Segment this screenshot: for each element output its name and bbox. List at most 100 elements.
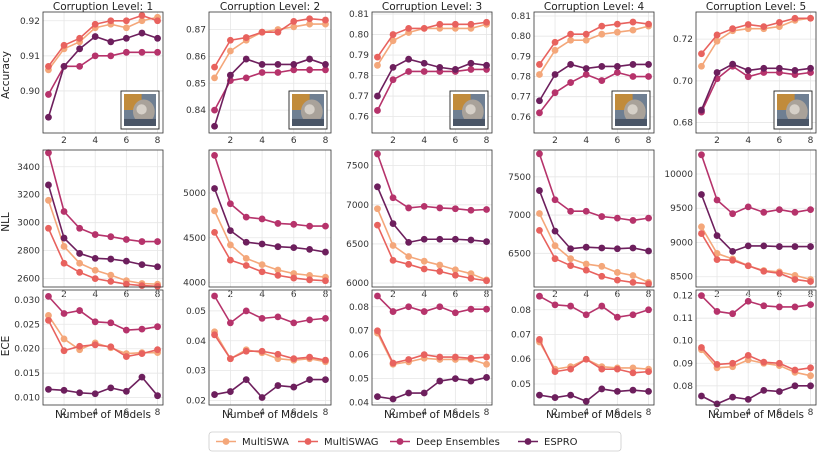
data-point-multiswag: [274, 28, 282, 36]
y-tick-label: 0.78: [349, 72, 369, 82]
data-point-espro: [729, 60, 737, 68]
y-tick-label: 0.70: [673, 77, 693, 87]
y-tick-label: 0.015: [14, 369, 40, 379]
series-espro-r3c1: [45, 373, 161, 400]
data-point-deep-ensembles: [258, 314, 266, 322]
data-point-espro: [322, 61, 329, 68]
data-point-espro: [713, 400, 721, 408]
subplot-grid: 0.900.910.922 4 6 80.840.850.860.872 4 6 80.76…: [14, 10, 817, 418]
data-point-deep-ensembles: [91, 52, 99, 60]
data-point-multiswag: [420, 25, 428, 32]
data-point-multiswag: [322, 16, 329, 24]
data-point-multiswa: [420, 257, 428, 265]
y-tick-label: 7500: [346, 162, 369, 172]
data-point-multiswag: [389, 31, 397, 38]
x-tick-label: 4: [583, 136, 589, 146]
data-point-multiswa: [389, 242, 397, 249]
x-tick-label: 6: [615, 136, 621, 146]
data-point-multiswa: [290, 23, 298, 31]
data-point-deep-ensembles: [138, 238, 146, 245]
axes-frame: [695, 289, 817, 406]
data-point-espro: [645, 387, 652, 395]
series-deep-ensembles-r3c2: [211, 292, 329, 327]
x-tick-label: 2: [390, 136, 396, 146]
y-tick-label: 0.77: [349, 92, 369, 102]
data-point-deep-ensembles: [436, 303, 444, 311]
y-tick-label: 4500: [183, 234, 206, 244]
data-point-espro: [138, 29, 146, 37]
data-point-espro: [744, 395, 752, 403]
data-point-espro: [290, 383, 298, 391]
data-point-multiswag: [211, 331, 218, 339]
data-point-espro: [775, 243, 783, 250]
data-point-espro: [258, 240, 266, 248]
data-point-espro: [582, 243, 590, 251]
data-point-espro: [306, 55, 314, 63]
data-point-multiswag: [322, 277, 329, 285]
data-point-multiswag: [744, 351, 752, 359]
data-point-multiswag: [138, 282, 146, 290]
axes-frame: [533, 289, 655, 406]
y-tick-label: 0.76: [349, 113, 369, 123]
data-point-multiswag: [138, 12, 146, 19]
data-point-espro: [45, 181, 52, 189]
y-tick-label: 6500: [346, 240, 369, 250]
data-point-espro: [451, 235, 459, 243]
series-deep-ensembles-r2c3: [374, 150, 490, 214]
data-point-multiswag: [389, 256, 397, 264]
data-point-espro: [467, 236, 475, 244]
data-point-deep-ensembles: [598, 302, 606, 310]
data-point-deep-ensembles: [306, 316, 314, 324]
data-point-multiswag: [405, 25, 413, 32]
series-multiswag-r1c3: [374, 18, 490, 61]
axes-frame: [42, 149, 164, 288]
data-point-espro: [791, 382, 799, 390]
data-point-espro: [405, 389, 413, 397]
data-point-multiswag: [536, 61, 543, 68]
data-point-deep-ensembles: [551, 196, 559, 204]
y-tick-label: 0.06: [349, 351, 369, 361]
axes-frame: [371, 11, 493, 134]
data-point-espro: [107, 38, 115, 46]
y-tick-label: 0.020: [14, 345, 40, 355]
data-point-deep-ensembles: [258, 215, 266, 223]
data-point-multiswag: [807, 278, 814, 285]
data-point-espro: [775, 64, 783, 72]
ylabel-nll: NLL: [0, 212, 12, 232]
data-point-multiswa: [582, 36, 590, 44]
x-tick-label: 8: [323, 408, 329, 418]
column-title-1: Corruption Level: 1: [53, 1, 153, 13]
y-tick-label: 6500: [508, 249, 531, 259]
y-tick-label: 0.91: [20, 52, 40, 62]
data-point-deep-ensembles: [322, 222, 329, 230]
x-tick-label: 8: [323, 136, 329, 146]
data-point-multiswag: [274, 271, 282, 279]
series-line-deep-ensembles: [47, 51, 158, 95]
series-espro-r3c3: [374, 374, 490, 403]
y-tick-label: 0.03: [186, 367, 206, 377]
legend-frame: [208, 431, 622, 452]
y-tick-label: 0.11: [673, 314, 693, 324]
data-point-multiswa: [567, 36, 575, 44]
series-espro-r1c5: [698, 60, 814, 114]
data-point-espro: [598, 385, 606, 393]
data-point-multiswag: [107, 343, 115, 351]
data-point-espro: [629, 61, 637, 68]
y-tick-label: 0.77: [511, 93, 531, 103]
y-tick-label: 0.02: [186, 397, 206, 407]
data-point-multiswa: [567, 255, 575, 263]
data-point-espro: [122, 387, 130, 395]
series-espro-r1c3: [374, 55, 490, 100]
series-multiswag-r3c4: [536, 336, 652, 377]
legend: MultiSWA MultiSWAG Deep Ensembles ESPRO: [208, 431, 622, 452]
legend-marker-espro: [524, 438, 532, 445]
data-point-espro: [322, 376, 329, 384]
data-point-deep-ensembles: [629, 217, 637, 224]
data-point-espro: [211, 185, 218, 192]
data-point-deep-ensembles: [582, 311, 590, 319]
data-point-multiswag: [290, 355, 298, 363]
data-point-espro: [551, 71, 559, 78]
series-deep-ensembles-r2c1: [45, 149, 161, 245]
y-tick-label: 0.78: [511, 73, 531, 83]
data-point-multiswag: [451, 353, 459, 361]
